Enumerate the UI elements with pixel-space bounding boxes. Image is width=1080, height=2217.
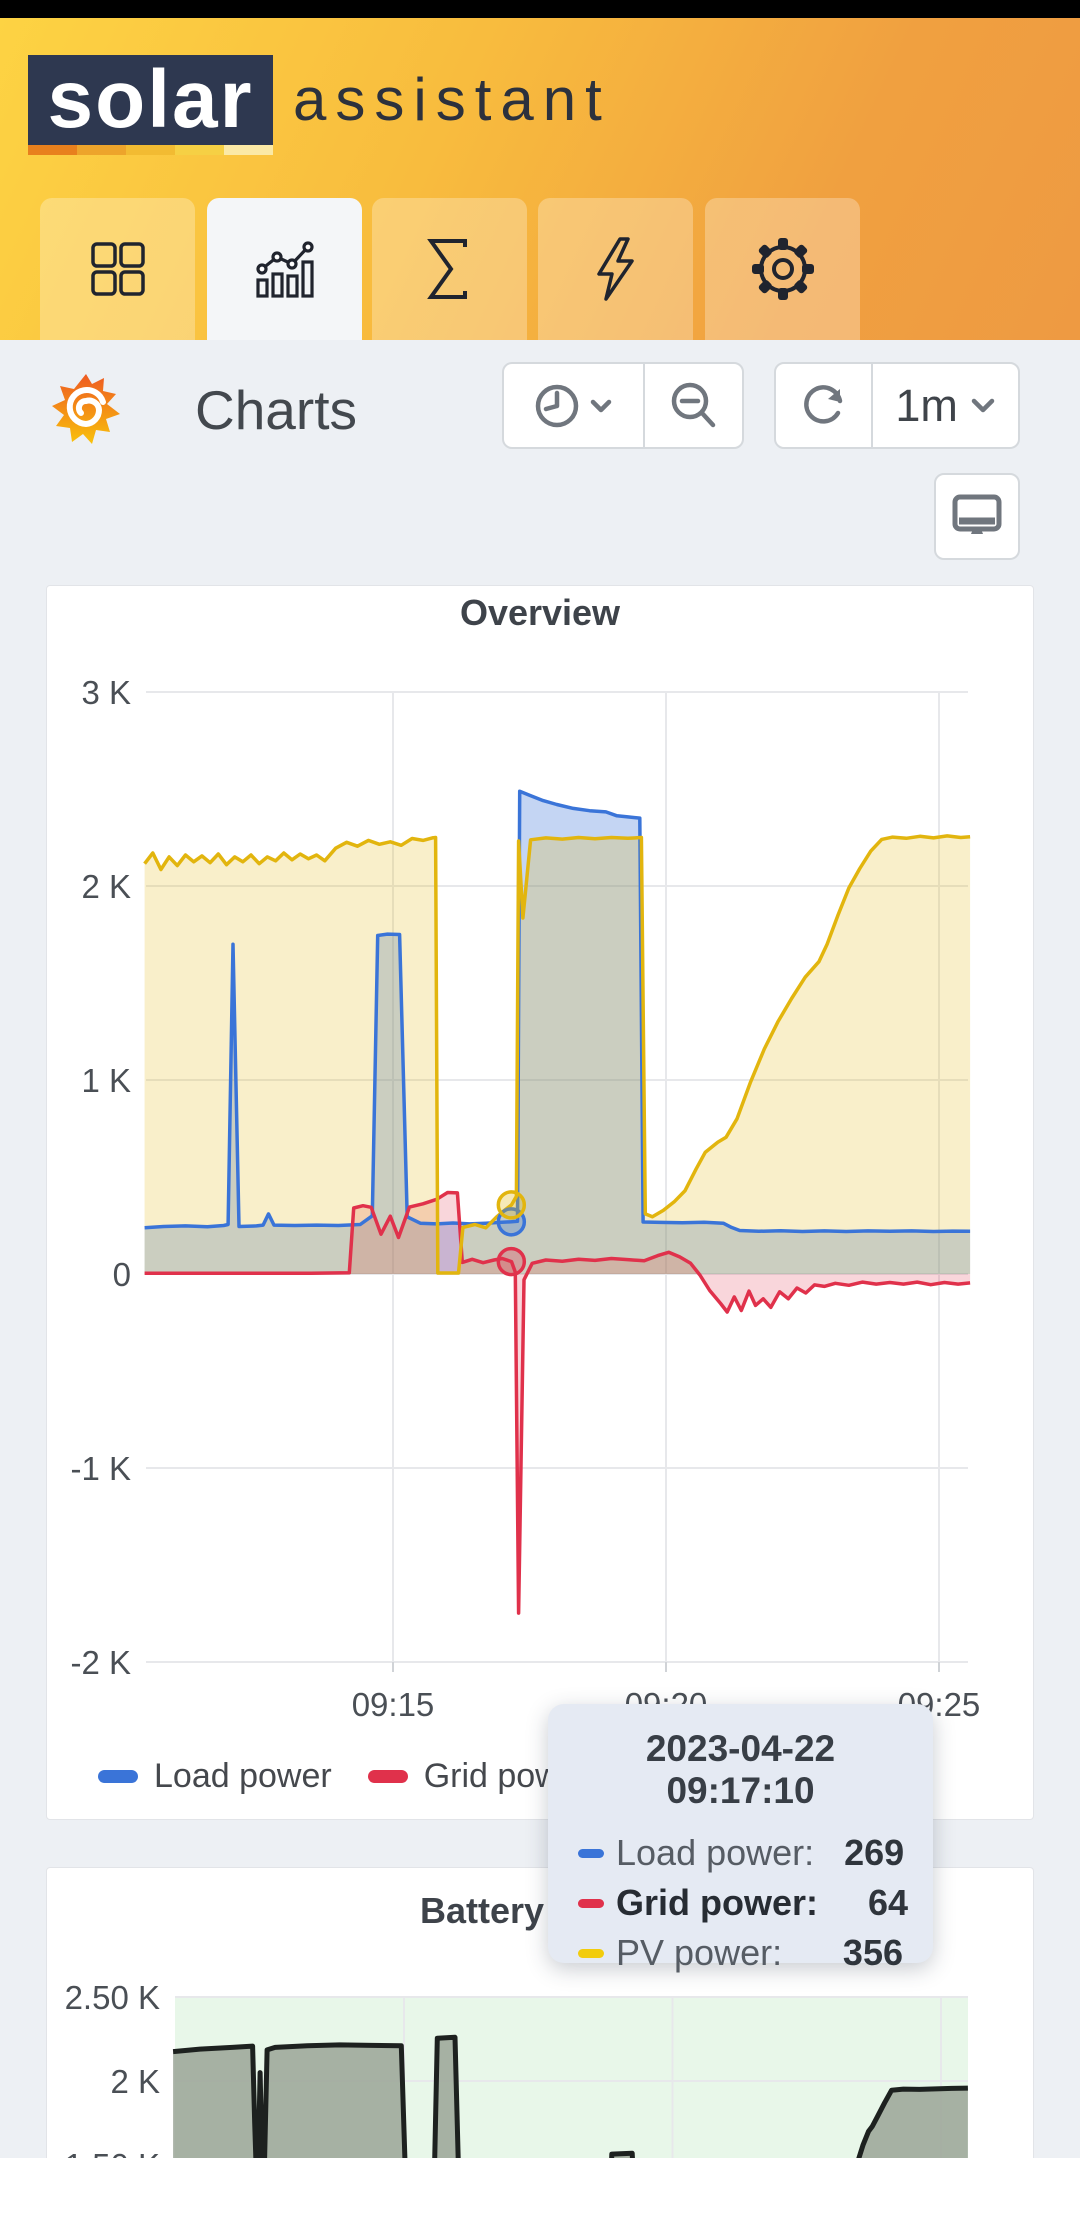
series-area-load-power — [144, 791, 971, 1274]
tooltip-series-label: PV power: — [616, 1932, 783, 1973]
interval-value: 1m — [895, 379, 958, 431]
legend-swatch — [98, 1770, 138, 1783]
time-controls-group — [502, 362, 744, 449]
logo-secondary-text: assistant — [293, 66, 611, 133]
y-axis-label: 2.50 K — [65, 1979, 160, 2016]
tooltip-series-label: Grid power: — [616, 1882, 819, 1923]
legend-item-load-power[interactable]: Load power — [98, 1757, 332, 1796]
kiosk-mode-button[interactable] — [934, 473, 1020, 560]
gear-icon — [748, 234, 818, 304]
series-line-load-power — [144, 789, 971, 1234]
tooltip-series-value: 269 — [844, 1832, 905, 1873]
monitor-icon — [952, 494, 1002, 534]
legend-swatch — [367, 1770, 408, 1783]
y-axis-label: -2 K — [70, 1644, 131, 1681]
zoom-out-button[interactable] — [645, 364, 742, 447]
refresh-icon — [803, 384, 842, 424]
status-bar — [0, 0, 1080, 18]
series-area-pv-power — [144, 835, 971, 1274]
sigma-icon — [417, 233, 483, 305]
interval-select[interactable]: 1m — [873, 364, 1018, 447]
y-axis-label: 0 — [113, 1256, 131, 1293]
hover-marker-pv-power — [496, 1190, 527, 1220]
divider — [871, 364, 874, 447]
tab-power[interactable] — [538, 198, 693, 340]
series-color-dash — [578, 1898, 604, 1908]
logo-color-strip — [28, 145, 273, 155]
chart-tooltip: 2023-04-22 09:17:10 Load power: 269 Grid… — [548, 1704, 933, 1973]
time-range-button[interactable] — [504, 364, 643, 447]
tooltip-series-label: Load power: — [616, 1832, 815, 1873]
y-axis-label: 2 K — [110, 2063, 160, 2100]
page-title: Charts — [195, 379, 357, 441]
refresh-controls-group: 1m — [774, 362, 1020, 449]
chevron-down-icon — [591, 399, 612, 412]
series-line-battery-power — [172, 2034, 968, 2217]
tab-totals[interactable] — [372, 198, 527, 340]
grafana-logo — [52, 374, 120, 444]
logo-primary-text: solar — [47, 54, 254, 145]
viewport-bottom-cutoff — [0, 2158, 1080, 2217]
series-color-dash — [578, 1948, 604, 1958]
divider — [642, 364, 645, 447]
tab-charts[interactable] — [207, 198, 362, 340]
hover-marker-grid-power — [496, 1246, 527, 1277]
tooltip-series-value: 356 — [842, 1932, 903, 1973]
legend-label: Load power — [154, 1757, 332, 1795]
y-axis-label: -1 K — [70, 1450, 131, 1487]
overview-panel-title: Overview — [459, 592, 621, 633]
tooltip-timestamp: 2023-04-22 09:17:10 — [645, 1728, 836, 1811]
x-axis-label: 09:15 — [352, 1686, 435, 1723]
chart-icon — [250, 236, 320, 302]
overview-chart-panel: Overview — [46, 585, 1034, 1820]
tooltip-series-value: 64 — [867, 1882, 909, 1923]
clock-icon — [536, 384, 579, 427]
y-axis-label: 2 K — [81, 868, 131, 905]
grid-icon — [85, 236, 151, 302]
tab-settings[interactable] — [705, 198, 860, 340]
zoom-out-icon — [672, 382, 716, 427]
solar-logo: solar — [28, 55, 273, 145]
tooltip-row-grid-power: Grid power: 64 — [578, 1878, 908, 1928]
y-axis-label: 3 K — [81, 674, 131, 711]
series-line-grid-power — [144, 1190, 971, 1615]
tooltip-row-load-power: Load power: 269 — [578, 1828, 905, 1878]
bolt-icon — [586, 234, 646, 304]
refresh-arrowhead — [827, 388, 840, 402]
app-header: solar assistant — [0, 18, 1080, 340]
series-color-dash — [578, 1848, 604, 1858]
tab-dashboard[interactable] — [40, 198, 195, 340]
refresh-button[interactable] — [776, 364, 871, 447]
tooltip-row-pv-power: PV power: 356 — [578, 1928, 903, 1978]
y-axis-label: 1 K — [81, 1062, 131, 1099]
chevron-down-icon — [971, 398, 995, 412]
tooltip-rows: Load power: 269 Grid power: 64 PV power:… — [578, 1828, 908, 1978]
